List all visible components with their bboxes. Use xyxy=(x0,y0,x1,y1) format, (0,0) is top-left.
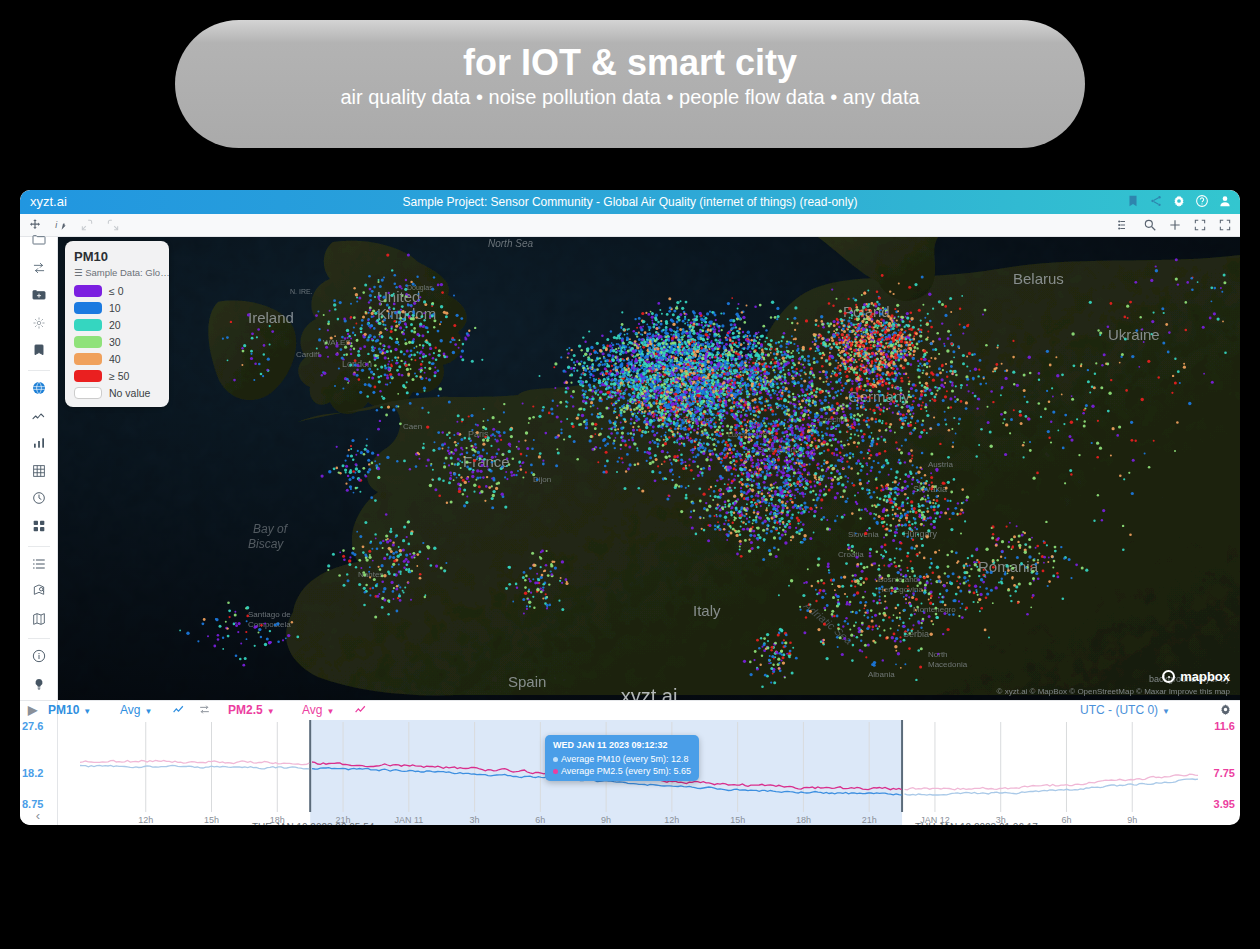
svg-text:21h: 21h xyxy=(862,815,877,825)
svg-text:12h: 12h xyxy=(664,815,679,825)
svg-text:JAN 11: JAN 11 xyxy=(394,815,423,825)
svg-text:9h: 9h xyxy=(601,815,611,825)
svg-text:15h: 15h xyxy=(730,815,745,825)
svg-text:18.2: 18.2 xyxy=(22,767,43,779)
svg-text:15h: 15h xyxy=(204,815,219,825)
svg-text:18h: 18h xyxy=(796,815,811,825)
svg-text:3h: 3h xyxy=(470,815,480,825)
svg-text:6h: 6h xyxy=(1061,815,1071,825)
svg-text:7.75: 7.75 xyxy=(1214,767,1235,779)
svg-text:3.95: 3.95 xyxy=(1214,798,1235,810)
svg-text:12h: 12h xyxy=(138,815,153,825)
svg-text:9h: 9h xyxy=(1127,815,1137,825)
svg-text:11.6: 11.6 xyxy=(1214,720,1235,732)
svg-text:6h: 6h xyxy=(535,815,545,825)
svg-text:27.6: 27.6 xyxy=(22,720,43,732)
